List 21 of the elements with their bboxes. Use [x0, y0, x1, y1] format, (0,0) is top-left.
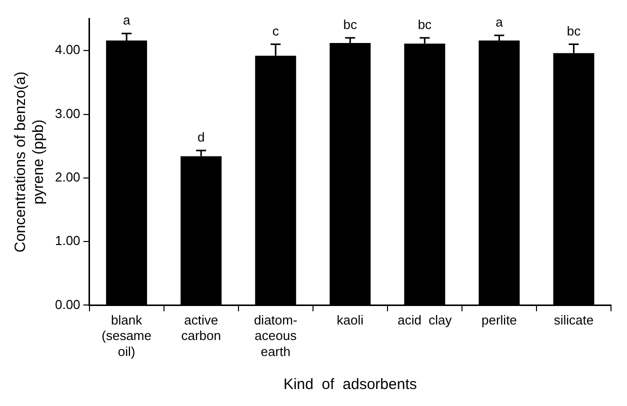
annotation: a	[496, 14, 504, 30]
annotation: a	[122, 12, 131, 28]
x-tick-label: silicate	[554, 312, 594, 328]
annotation: bc	[343, 16, 358, 32]
annotation: bc	[566, 23, 582, 38]
x-tick-label: acid clay	[398, 312, 452, 328]
y-tick-label: 2.00	[54, 169, 80, 184]
x-tick-label: diatom- aceous earth	[254, 312, 298, 359]
x-tick-label: perlite	[481, 312, 517, 328]
x-tick-label: kaoli	[336, 312, 364, 328]
x-tick-label: blank (sesame oil)	[102, 312, 152, 359]
y-tick-label: 0.00	[54, 296, 80, 312]
y-axis-title: Concentrations of benzo(a) pyrene (ppb)	[12, 72, 48, 252]
y-tick-label: 3.00	[54, 106, 80, 121]
annotation: d	[197, 130, 205, 145]
y-tick-label: 1.00	[54, 233, 80, 248]
x-axis-title: Kind of adsorbents	[283, 376, 417, 394]
y-tick-label: 4.00	[54, 42, 80, 58]
annotation: c	[272, 23, 280, 38]
x-tick-label: active carbon	[181, 312, 221, 344]
annotation: bc	[418, 16, 432, 32]
